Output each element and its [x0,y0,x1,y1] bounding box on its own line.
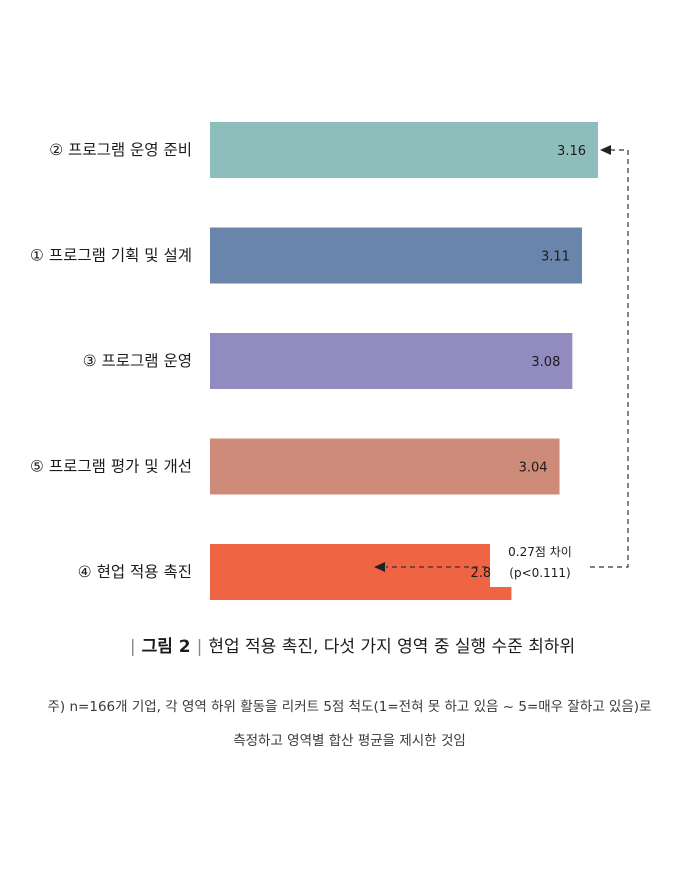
caption-separator-left: | [129,637,136,657]
difference-annotation: 0.27점 차이 (p<0.111) [374,145,629,587]
bar-3 [210,333,573,389]
note-line-2: 측정하고 영역별 합산 평균을 제시한 것임 [233,733,466,749]
note-line-1: 주) n=166개 기업, 각 영역 하위 활동을 리커트 5점 척도(1=전혀… [47,699,652,715]
bar-group: ② 프로그램 운영 준비 3.16 ① 프로그램 기획 및 설계 3.11 ③ 프로그램… [30,122,598,600]
caption-separator: | [196,637,203,657]
category-label-1: ② 프로그램 운영 준비 [49,141,192,159]
bar-1 [210,122,598,178]
value-label-2: 3.11 [541,250,570,265]
category-label-4: ⑤ 프로그램 평가 및 개선 [30,458,192,476]
significance-label: (p<0.111) [509,566,570,580]
bar-5 [210,544,512,600]
value-label-3: 3.08 [531,355,560,370]
value-label-4: 3.04 [519,461,548,476]
figure-label: 그림 2 [141,637,191,657]
category-label-2: ① 프로그램 기획 및 설계 [30,247,192,265]
figure-title: 현업 적용 촉진, 다섯 가지 영역 중 실행 수준 최하위 [208,637,576,657]
arrowhead-top [600,145,611,155]
value-label-1: 3.16 [557,144,586,159]
category-label-5: ④ 현업 적용 촉진 [78,563,192,581]
arrowhead-bottom [374,562,385,572]
difference-arrow-line [386,149,629,568]
bar-4 [210,438,560,495]
category-label-3: ③ 프로그램 운영 [83,352,192,370]
difference-label: 0.27점 차이 [508,545,572,559]
bar-chart: ② 프로그램 운영 준비 3.16 ① 프로그램 기획 및 설계 3.11 ③ 프로그램… [30,122,629,600]
bar-2 [210,227,582,284]
figure-caption: | 그림 2 | 현업 적용 촉진, 다섯 가지 영역 중 실행 수준 최하위 [0,632,699,657]
figure-note: 주) n=166개 기업, 각 영역 하위 활동을 리커트 5점 척도(1=전혀… [10,690,689,758]
